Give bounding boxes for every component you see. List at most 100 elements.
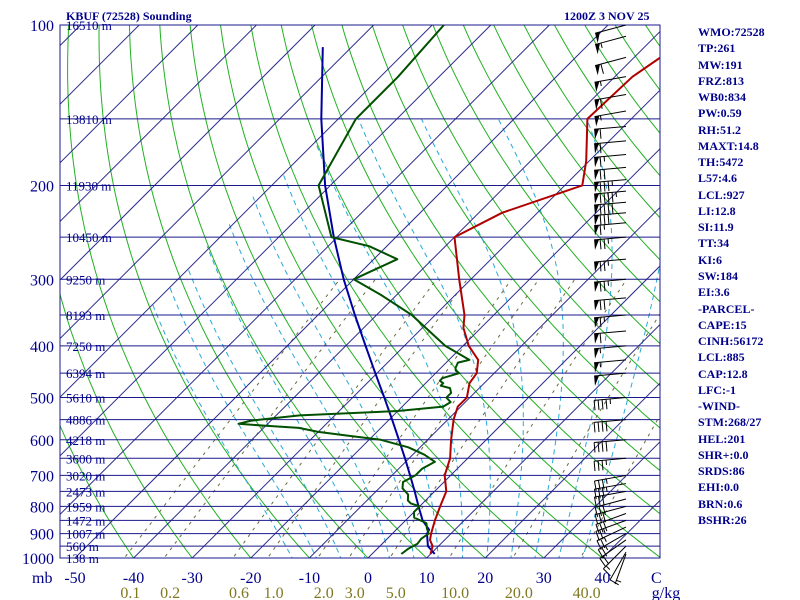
wind-barb: [596, 526, 627, 550]
wind-barb-staff: [594, 330, 627, 335]
mixing-ratio-label: 40.0: [573, 585, 601, 600]
isotherm: [132, 30, 660, 558]
index-row: BSHR:26: [698, 512, 747, 527]
temperature-tick-label: 0: [364, 570, 372, 587]
wind-barb-pennant: [595, 43, 600, 55]
wind-barb-staff: [594, 76, 627, 83]
wind-barb-staff: [594, 110, 627, 118]
index-row: HEL:201: [698, 431, 746, 446]
dry-adiabat: [280, 25, 660, 558]
wind-barb-flag: [597, 399, 600, 410]
index-row: TT:34: [698, 236, 730, 251]
index-row: LCL:885: [698, 350, 745, 365]
wind-barb: [594, 201, 627, 215]
index-row: LI:12.8: [698, 203, 736, 218]
wind-barb-staff: [594, 359, 627, 364]
wind-barb-pennant: [594, 300, 600, 311]
valid-time: 1200Z 3 NOV 25: [564, 9, 650, 23]
wind-barb-half-flag: [616, 579, 622, 583]
wind-barb-flag: [603, 238, 606, 250]
wind-barb-staff: [594, 505, 627, 516]
mixing-ratio-label: 0.6: [229, 585, 249, 600]
wind-barb: [594, 166, 627, 181]
wind-barb: [593, 474, 627, 491]
wind-barb-flag: [596, 540, 602, 550]
wind-barb: [594, 35, 627, 55]
wind-barb: [594, 212, 627, 226]
wind-barb-flag: [593, 400, 596, 411]
index-row: MW:191: [698, 57, 743, 72]
wind-barb-staff: [594, 212, 627, 217]
dry-adiabat: [60, 292, 193, 558]
pressure-tick-label: 800: [30, 499, 54, 516]
height-level-label: 2473 m: [66, 484, 105, 499]
wind-barb-staff: [594, 125, 627, 130]
wind-barb-flag: [593, 422, 596, 433]
mixing-ratio-label: 2.0: [314, 585, 334, 600]
height-level-label: 13810 m: [66, 112, 112, 127]
wind-barb: [594, 125, 627, 140]
wind-barb-flag: [611, 203, 614, 214]
dewpoint-line: [237, 25, 471, 555]
height-level-label: 10450 m: [66, 230, 112, 245]
wind-barb: [594, 93, 627, 110]
wind-barb-staff: [594, 190, 627, 195]
wind-barb-flag: [602, 521, 608, 532]
dry-adiabat: [98, 25, 311, 558]
mixing-ratio-line: [348, 279, 540, 558]
wind-barb-flag: [599, 261, 602, 272]
height-level-label: 6394 m: [66, 366, 105, 381]
wind-barb-flag: [597, 488, 601, 499]
wind-barb-pennant: [594, 333, 600, 344]
isotherms: [60, 25, 660, 558]
wind-barb-flag: [597, 496, 601, 507]
wind-barb-flag: [605, 441, 608, 452]
height-level-label: 1959 m: [66, 499, 105, 514]
isotherm: [60, 25, 257, 223]
wind-barb-flag: [593, 480, 597, 491]
wind-barb-pennant: [594, 115, 600, 127]
index-row: RH:51.2: [698, 122, 741, 137]
wind-barb: [594, 330, 627, 344]
temperature-unit-label: C: [651, 570, 662, 587]
wind-barb-half-flag: [604, 545, 609, 551]
mixing-ratio-label: 1.0: [264, 585, 284, 600]
wind-barb-half-flag: [600, 42, 603, 48]
wind-barb-flag: [607, 214, 610, 225]
wind-barb-flag: [611, 192, 614, 203]
wind-barb-staff: [594, 314, 627, 319]
wind-barb-flag: [601, 460, 604, 471]
profiles: [237, 25, 660, 555]
wind-barb-flag: [599, 529, 604, 540]
index-row: WB0:834: [698, 90, 746, 105]
wind-barb-staff: [594, 201, 627, 206]
wind-barb-flag: [594, 507, 599, 518]
wind-barb-staff: [594, 278, 627, 283]
wind-barb: [594, 314, 627, 328]
pressure-tick-label: 100: [30, 18, 54, 35]
moist-adiabat: [497, 118, 564, 558]
wind-barb-pennant: [594, 348, 600, 359]
wind-barb: [594, 76, 627, 93]
pressure-tick-label: 600: [30, 433, 54, 450]
index-row: PW:0.59: [698, 106, 742, 121]
wind-barb-staff: [594, 419, 627, 423]
index-row: SRDS:86: [698, 464, 745, 479]
mixing-ratio-line: [512, 312, 660, 558]
wind-barb-flag: [599, 317, 602, 328]
dry-adiabat: [67, 25, 252, 558]
wind-barb-half-flag: [599, 81, 602, 87]
wind-barb-half-flag: [605, 486, 608, 493]
index-row: TP:261: [698, 41, 736, 56]
wind-barb-staff: [609, 551, 627, 581]
dry-adiabat: [219, 25, 545, 558]
moist-adiabat: [206, 246, 366, 558]
temperature-tick-label: -30: [182, 570, 203, 587]
height-level-label: 4886 m: [66, 413, 105, 428]
wind-barb-flag: [594, 514, 599, 525]
mixing-ratio-line: [266, 279, 468, 558]
isotherm: [250, 148, 660, 558]
wind-barb-flag: [597, 549, 604, 559]
wind-barb-staff: [594, 93, 627, 101]
